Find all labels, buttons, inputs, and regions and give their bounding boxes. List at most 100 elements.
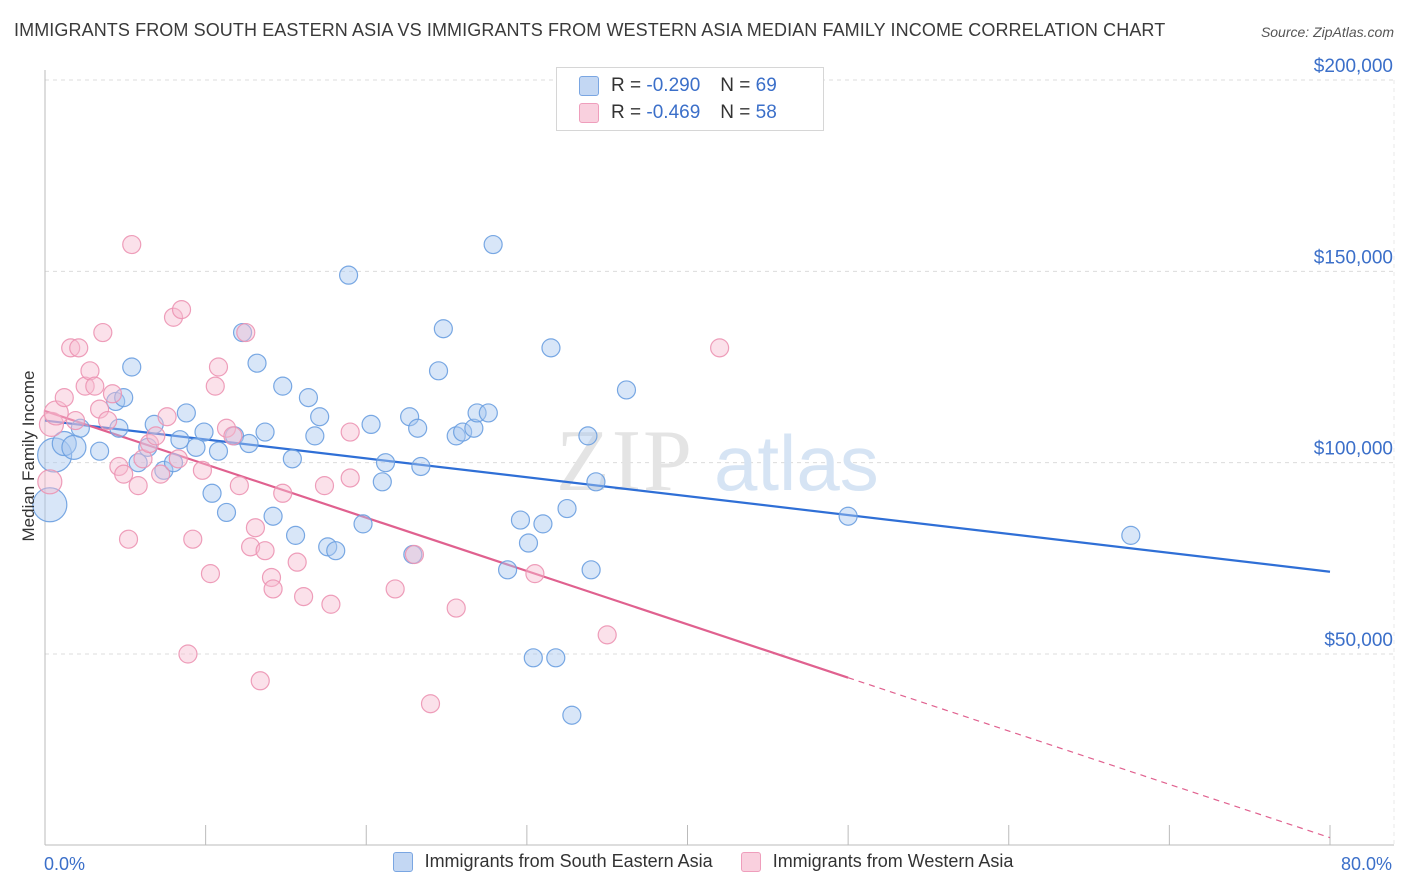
point-southeast-asia <box>581 560 601 580</box>
legend-r-value: -0.290 <box>646 75 701 96</box>
point-southeast-asia <box>546 648 566 668</box>
point-southeast-asia <box>1121 525 1141 545</box>
point-southeast-asia <box>616 380 637 400</box>
point-western-asia <box>340 422 360 442</box>
point-southeast-asia <box>464 418 484 438</box>
point-southeast-asia <box>310 407 330 427</box>
point-southeast-asia <box>282 449 302 469</box>
point-southeast-asia <box>400 407 420 427</box>
point-southeast-asia <box>216 502 237 523</box>
point-southeast-asia <box>586 472 606 492</box>
legend-row-southeast-asia: R = -0.290 N = 69 <box>579 74 777 98</box>
y-axis-label: Median Family Income <box>19 370 38 541</box>
point-western-asia <box>183 529 203 549</box>
point-western-asia <box>273 483 293 503</box>
point-southeast-asia <box>428 361 449 381</box>
series-swatch-western-asia <box>740 851 761 872</box>
y-tick-label: $50,000 <box>1324 630 1393 651</box>
point-western-asia <box>90 399 110 419</box>
point-southeast-asia <box>61 434 87 460</box>
point-southeast-asia <box>518 533 539 553</box>
point-western-asia <box>385 579 405 599</box>
point-southeast-asia <box>109 418 129 438</box>
point-southeast-asia <box>32 487 68 523</box>
point-southeast-asia <box>498 560 518 580</box>
series-label-southeast-asia: Immigrants from South Eastern Asia <box>424 851 713 871</box>
trend-line-southeast-asia <box>44 419 1331 573</box>
point-southeast-asia <box>433 319 453 339</box>
point-southeast-asia <box>263 506 283 526</box>
point-western-asia <box>250 671 270 691</box>
point-western-asia <box>287 552 307 572</box>
y-tick-label: $150,000 <box>1314 247 1393 268</box>
y-tick-label: $200,000 <box>1314 56 1393 77</box>
y-tick-label: $100,000 <box>1314 439 1393 460</box>
point-western-asia <box>192 460 213 480</box>
axes <box>44 70 1395 846</box>
correlation-legend: R = -0.290 N = 69 R = -0.469 N = 58 <box>556 67 824 131</box>
point-western-asia <box>114 464 134 484</box>
point-southeast-asia <box>298 388 319 408</box>
point-southeast-asia <box>208 441 229 461</box>
series-legend-item-western-asia: Immigrants from Western Asia <box>740 851 1014 872</box>
point-western-asia <box>157 407 177 427</box>
point-western-asia <box>236 322 256 343</box>
point-southeast-asia <box>326 541 346 561</box>
point-western-asia <box>61 338 81 358</box>
point-western-asia <box>122 234 142 255</box>
point-western-asia <box>245 518 266 538</box>
point-western-asia <box>163 307 184 327</box>
point-southeast-asia <box>247 353 267 373</box>
point-southeast-asia <box>453 422 473 442</box>
point-western-asia <box>102 384 123 404</box>
point-southeast-asia <box>194 422 214 442</box>
point-southeast-asia <box>37 437 73 473</box>
point-western-asia <box>69 338 89 358</box>
legend-n-value: 58 <box>755 102 777 123</box>
point-western-asia <box>710 338 730 358</box>
point-southeast-asia <box>255 422 275 442</box>
point-western-asia <box>54 388 74 408</box>
trend-line-western-asia-extension <box>847 677 1331 839</box>
point-southeast-asia <box>478 403 498 423</box>
point-western-asia <box>208 357 229 377</box>
series-swatch-southeast-asia <box>392 851 413 872</box>
point-western-asia <box>200 564 221 584</box>
point-western-asia <box>420 694 441 714</box>
point-western-asia <box>525 564 545 584</box>
point-southeast-asia <box>273 376 293 396</box>
legend-swatch-southeast-asia <box>579 76 599 96</box>
point-southeast-asia <box>510 510 531 530</box>
point-western-asia <box>37 469 63 495</box>
legend-swatch-western-asia <box>579 103 599 123</box>
point-western-asia <box>294 586 314 607</box>
legend-r-label: R = <box>611 75 642 96</box>
point-western-asia <box>263 579 283 599</box>
point-southeast-asia <box>114 388 134 408</box>
point-western-asia <box>321 594 341 614</box>
point-western-asia <box>80 361 100 381</box>
legend-n-label: N = <box>720 102 751 123</box>
point-southeast-asia <box>186 437 206 457</box>
point-southeast-asia <box>202 483 222 503</box>
point-western-asia <box>85 376 105 396</box>
point-western-asia <box>241 537 261 557</box>
legend-r-value: -0.469 <box>646 102 701 123</box>
point-western-asia <box>171 300 192 320</box>
point-western-asia <box>146 426 166 446</box>
point-western-asia <box>98 410 118 431</box>
source-note: Source: ZipAtlas.com <box>1260 24 1394 40</box>
point-southeast-asia <box>305 426 325 446</box>
point-western-asia <box>93 322 113 343</box>
point-southeast-asia <box>285 525 306 545</box>
x-tick-label-min: 0.0% <box>44 854 85 874</box>
legend-row-western-asia: R = -0.469 N = 58 <box>579 101 777 125</box>
point-western-asia <box>223 426 243 446</box>
point-southeast-asia <box>523 648 543 668</box>
point-southeast-asia <box>578 426 598 446</box>
grid-lines <box>45 79 1394 655</box>
point-southeast-asia <box>483 234 503 255</box>
series-label-western-asia: Immigrants from Western Asia <box>772 851 1014 871</box>
point-western-asia <box>404 544 425 565</box>
point-southeast-asia <box>51 430 77 457</box>
